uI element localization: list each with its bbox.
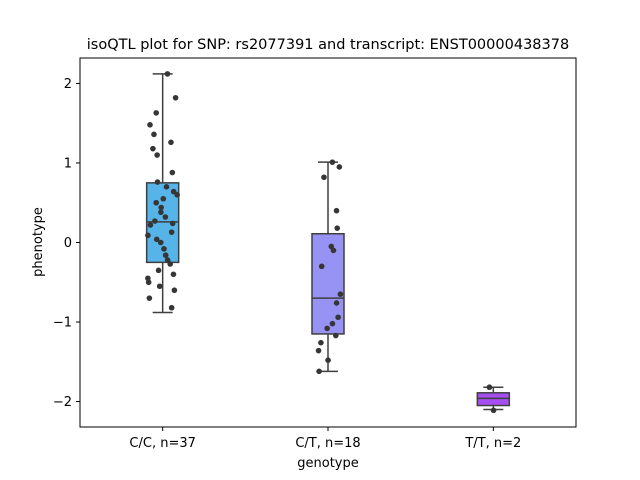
points-group-1	[145, 71, 180, 311]
data-point	[146, 295, 153, 301]
data-point	[171, 287, 178, 294]
data-point	[154, 152, 160, 158]
data-point	[321, 174, 327, 181]
data-point	[162, 214, 169, 220]
data-point	[170, 271, 177, 278]
plot-area	[145, 71, 511, 414]
data-point	[174, 191, 180, 198]
y-tick-label: 0	[64, 236, 72, 251]
data-point	[153, 236, 160, 243]
x-tick-label: T/T, n=2	[464, 436, 521, 451]
data-point	[167, 261, 173, 267]
data-point	[318, 263, 325, 270]
data-point	[157, 239, 164, 246]
data-point	[168, 139, 174, 146]
data-point	[316, 368, 322, 375]
data-point	[160, 195, 167, 202]
data-point	[333, 207, 340, 214]
data-point	[315, 347, 322, 354]
data-point	[152, 218, 158, 224]
data-point	[147, 122, 153, 128]
y-tick-label: 2	[64, 77, 72, 92]
axes: −2 −1 0 1 2 C/C, n=37 C/T, n=18 T/T, n=2	[53, 77, 521, 451]
data-point	[163, 184, 170, 190]
data-point	[153, 199, 160, 206]
y-tick-label: 1	[64, 156, 72, 171]
data-point	[158, 204, 164, 211]
data-point	[151, 131, 157, 138]
box-group-3	[476, 386, 511, 411]
data-point	[162, 252, 169, 259]
data-point	[335, 314, 341, 321]
data-point	[158, 209, 164, 216]
data-point	[161, 246, 167, 252]
box	[476, 392, 511, 407]
data-point	[337, 291, 344, 297]
data-point	[153, 110, 159, 116]
data-point	[336, 164, 343, 170]
points-group-3	[486, 384, 497, 414]
data-point	[329, 159, 336, 165]
data-point	[169, 220, 176, 227]
data-point	[334, 225, 341, 231]
y-axis-label: phenotype	[31, 207, 46, 277]
data-point	[155, 267, 162, 274]
data-point	[145, 232, 151, 239]
x-tick-label: C/T, n=18	[295, 436, 360, 451]
x-tick-label: C/C, n=37	[129, 436, 195, 451]
data-point	[147, 222, 154, 228]
y-tick-label: −2	[53, 395, 72, 410]
data-point	[329, 320, 336, 327]
data-point	[318, 339, 324, 346]
chart-title: isoQTL plot for SNP: rs2077391 and trans…	[87, 37, 569, 53]
y-tick-label: −1	[53, 316, 72, 331]
data-point	[490, 407, 497, 414]
data-point	[172, 94, 179, 101]
data-point	[156, 283, 163, 290]
data-point	[154, 179, 161, 185]
data-point	[333, 300, 340, 306]
data-point	[332, 332, 339, 339]
data-point	[325, 357, 331, 363]
box-group-2	[311, 161, 345, 373]
data-point	[150, 145, 156, 152]
data-point	[168, 304, 175, 311]
data-point	[324, 325, 330, 332]
points-group-2	[315, 159, 344, 375]
data-point	[330, 247, 337, 254]
data-point	[168, 229, 175, 235]
data-point	[486, 384, 493, 391]
data-point	[145, 279, 152, 286]
data-point	[164, 257, 171, 263]
data-point	[169, 169, 176, 176]
x-axis-label: genotype	[297, 456, 358, 471]
data-point	[164, 71, 171, 77]
